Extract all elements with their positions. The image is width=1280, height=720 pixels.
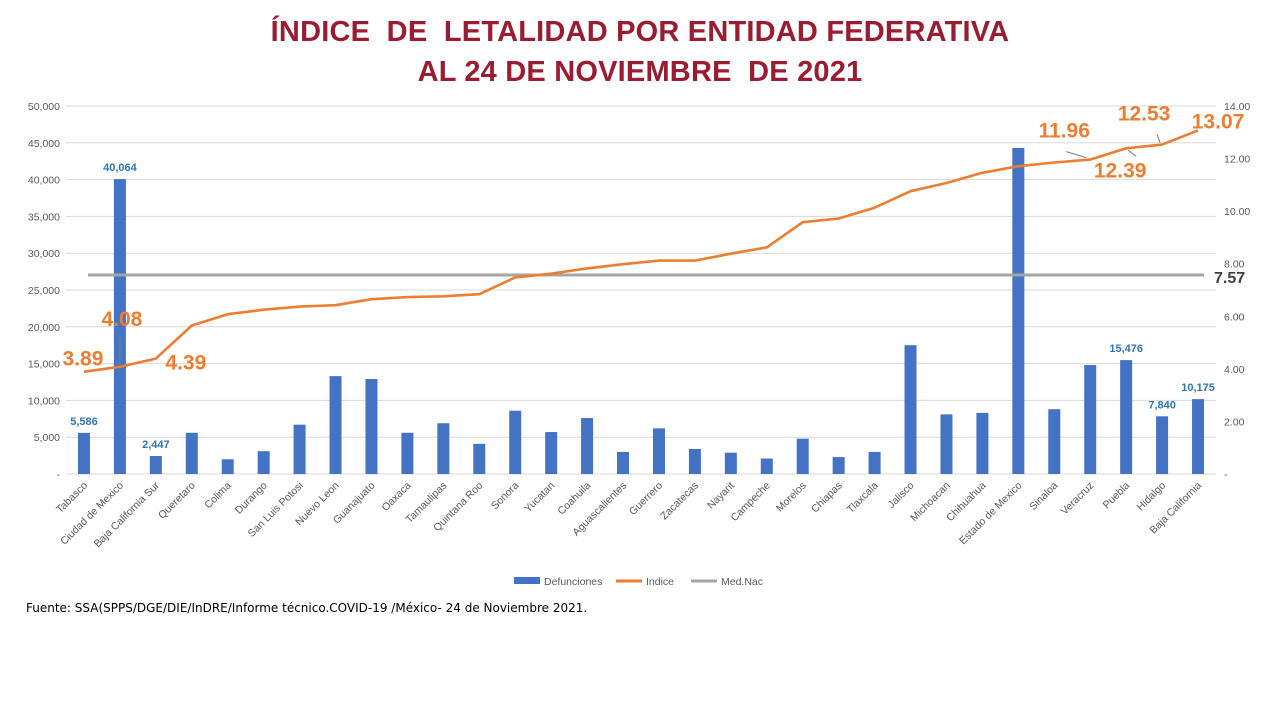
chart-title: ÍNDICE DE LETALIDAD POR ENTIDAD FEDERATI… xyxy=(0,12,1280,92)
y-left-tick-label: 20,000 xyxy=(28,322,60,334)
bar-defunciones xyxy=(365,379,378,474)
x-tick-label: Colima xyxy=(202,480,234,512)
y-right-tick-label: 12.00 xyxy=(1224,154,1250,166)
y-right-tick-label: 6.00 xyxy=(1224,311,1245,323)
x-tick-label: Puebla xyxy=(1101,480,1133,512)
bar-defunciones xyxy=(329,376,342,474)
x-tick-label: Chiapas xyxy=(809,480,845,516)
bar-defunciones xyxy=(1192,399,1205,474)
bar-data-label: 40,064 xyxy=(103,162,138,174)
x-tick-label: Yucatan xyxy=(522,480,557,515)
bar-data-label: 15,476 xyxy=(1109,343,1143,355)
y-right-tick-label: 10.00 xyxy=(1224,206,1250,218)
y-right-tick-label: 4.00 xyxy=(1224,364,1245,376)
label-leader-line xyxy=(1156,134,1161,143)
y-left-tick-label: - xyxy=(57,469,61,481)
x-tick-label: Sonora xyxy=(489,480,522,513)
y-right-tick-label: 8.00 xyxy=(1224,259,1245,271)
bar-defunciones xyxy=(617,451,630,474)
bar-defunciones xyxy=(724,452,737,474)
y-right-tick-label: - xyxy=(1224,469,1228,481)
bar-defunciones xyxy=(581,418,594,474)
bar-defunciones xyxy=(401,432,414,474)
y-left-tick-label: 35,000 xyxy=(28,211,60,223)
y-left-tick-label: 45,000 xyxy=(28,138,60,150)
y-left-tick-label: 40,000 xyxy=(28,175,60,187)
bar-defunciones xyxy=(652,428,665,474)
bar-data-label: 5,586 xyxy=(70,416,98,428)
bar-defunciones xyxy=(545,432,558,474)
bar-defunciones xyxy=(473,443,486,474)
y-left-tick-label: 30,000 xyxy=(28,248,60,260)
bar-defunciones xyxy=(1156,416,1169,474)
bar-data-label: 10,175 xyxy=(1181,382,1215,394)
bar-defunciones xyxy=(1012,147,1025,474)
x-tick-label: Nayarit xyxy=(705,480,737,512)
bar-defunciones xyxy=(437,423,450,474)
bar-data-label: 2,447 xyxy=(142,439,170,451)
index-data-label: 4.08 xyxy=(101,308,142,331)
bar-defunciones xyxy=(257,451,270,474)
bar-defunciones xyxy=(1048,409,1061,474)
y-left-tick-label: 5,000 xyxy=(34,432,60,444)
bar-defunciones xyxy=(688,448,701,474)
y-right-tick-label: 2.00 xyxy=(1224,416,1245,428)
bar-defunciones xyxy=(221,459,234,474)
bar-defunciones xyxy=(796,438,809,474)
bar-defunciones xyxy=(509,410,522,474)
bar-defunciones xyxy=(185,432,198,474)
y-left-tick-label: 15,000 xyxy=(28,359,60,371)
x-tick-label: Zacatecas xyxy=(658,480,701,523)
bar-defunciones xyxy=(113,179,126,474)
chart-title-line-2: AL 24 DE NOVIEMBRE DE 2021 xyxy=(417,56,863,88)
x-tick-label: Estado de Mexico xyxy=(957,480,1025,548)
y-left-tick-label: 50,000 xyxy=(28,101,60,113)
x-tick-label: Durango xyxy=(233,480,270,517)
bar-data-label: 7,840 xyxy=(1148,399,1176,411)
bar-defunciones xyxy=(1084,365,1097,474)
national-average-label: 7.57 xyxy=(1214,270,1245,287)
x-tick-label: Morelos xyxy=(774,480,809,515)
x-tick-label: Ciudad de Mexico xyxy=(58,480,126,548)
label-leader-line xyxy=(1066,151,1087,159)
x-tick-label: Tabasco xyxy=(54,480,90,516)
legend-swatch-defunciones xyxy=(514,577,540,584)
x-tick-label: Oaxaca xyxy=(379,480,413,514)
legend-label-med-nac: Med.Nac xyxy=(721,576,763,588)
series-line-indice xyxy=(83,129,1199,373)
bar-defunciones xyxy=(1120,360,1133,474)
x-tick-label: Baja California Sur xyxy=(92,479,163,550)
bar-defunciones xyxy=(149,455,162,474)
index-data-label: 11.96 xyxy=(1039,120,1090,143)
x-tick-label: Tlaxcala xyxy=(845,480,881,516)
x-tick-label: Veracruz xyxy=(1059,480,1097,518)
bar-defunciones xyxy=(976,412,989,474)
x-tick-label: Sinaloa xyxy=(1027,480,1060,513)
bar-defunciones xyxy=(904,345,917,474)
y-right-tick-label: 14.00 xyxy=(1224,101,1250,113)
legend-label-indice: Indice xyxy=(646,576,674,588)
x-tick-label: Jalisco xyxy=(885,480,916,511)
x-tick-label: Hidalgo xyxy=(1135,480,1169,514)
source-note: Fuente: SSA(SPPS/DGE/DIE/InDRE/Informe t… xyxy=(26,601,588,615)
bar-defunciones xyxy=(760,458,773,474)
label-leader-line xyxy=(1127,149,1137,157)
legend-label-defunciones: Defunciones xyxy=(544,576,602,588)
bar-defunciones xyxy=(293,424,306,474)
chart-title-line-1: ÍNDICE DE LETALIDAD POR ENTIDAD FEDERATI… xyxy=(270,16,1010,48)
index-data-label: 12.39 xyxy=(1094,159,1147,182)
y-left-tick-label: 25,000 xyxy=(28,285,60,297)
y-left-tick-label: 10,000 xyxy=(28,395,60,407)
index-data-label: 12.53 xyxy=(1118,103,1171,126)
bar-defunciones xyxy=(832,457,845,474)
x-tick-label: Queretaro xyxy=(156,480,198,522)
x-tick-label: Campeche xyxy=(729,480,774,525)
bar-defunciones xyxy=(77,432,90,474)
index-data-label: 13.07 xyxy=(1192,110,1245,133)
bar-defunciones xyxy=(868,451,881,474)
bar-defunciones xyxy=(940,414,953,474)
index-data-label: 3.89 xyxy=(63,348,104,371)
index-data-label: 4.39 xyxy=(165,352,206,375)
lethality-chart: - 5,000 10,000 15,000 20,000 25,000 30,000 35,0… xyxy=(28,101,1251,588)
